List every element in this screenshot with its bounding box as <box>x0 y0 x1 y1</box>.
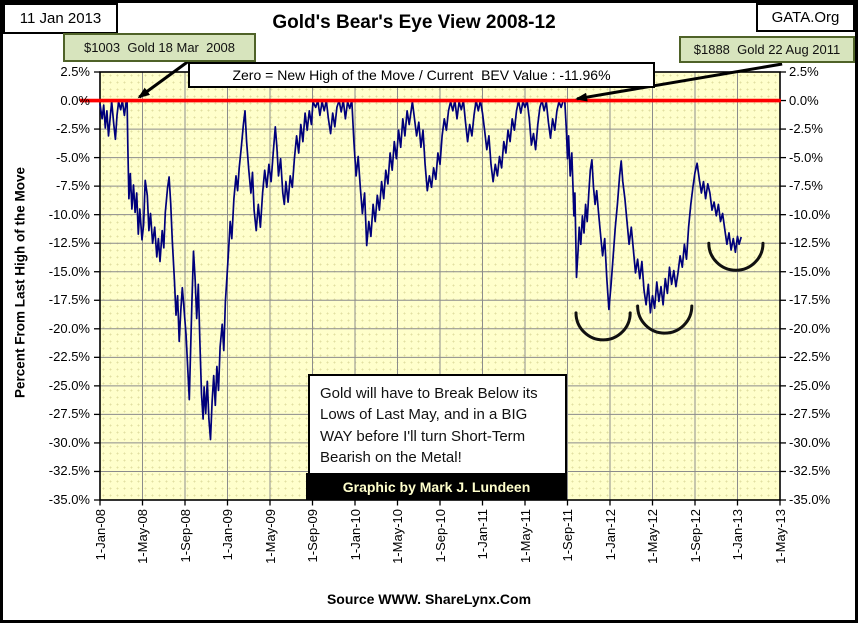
date-label: 11 Jan 2013 <box>19 10 102 27</box>
x-tick-label: 1-Sep-12 <box>687 509 703 563</box>
date-box: 11 Jan 2013 <box>3 3 118 34</box>
axis-labels-layer: 1-Jan-08 1-May-08 1-Sep-08 1-Jan-09 1-May-09… <box>3 3 855 620</box>
y-tick-label-right: -5.0% <box>789 149 823 165</box>
x-tick-label: 1-Jan-09 <box>220 509 235 561</box>
x-tick-label: 1-May-10 <box>390 509 405 564</box>
x-tick-label: 1-Jan-10 <box>347 509 363 561</box>
y-tick-label-right: -17.5% <box>789 292 831 308</box>
callout-high-2011: $1888 Gold 22 Aug 2011 <box>679 36 855 63</box>
x-tick-label: 1-May-08 <box>135 509 150 564</box>
commentary-line: WAY before I'll turn Short-Term <box>320 427 526 445</box>
credit-label: Graphic by Mark J. Lundeen <box>342 478 531 495</box>
commentary-line: Lows of Last May, and in a BIG <box>320 406 528 424</box>
y-tick-label-left: 2.5% <box>60 64 90 79</box>
zero-definition-label: Zero = New High of the Move / Current BE… <box>232 67 611 83</box>
y-tick-label-right: -27.5% <box>789 406 831 422</box>
chart-title: Gold's Bear's Eye View 2008-12 <box>272 12 556 33</box>
y-tick-label-left: -30.0% <box>48 434 90 450</box>
x-tick-label: 1-Jan-08 <box>92 509 108 561</box>
zero-definition-box: Zero = New High of the Move / Current BE… <box>188 62 655 88</box>
y-tick-label-left: -10.0% <box>48 206 90 222</box>
x-tick-label: 1-May-13 <box>772 509 788 564</box>
x-tick-label: 1-Jan-11 <box>475 509 490 560</box>
y-tick-label-right: -15.0% <box>789 263 831 279</box>
x-tick-label: 1-Sep-10 <box>432 509 448 563</box>
y-tick-label-right: -35.0% <box>789 492 831 507</box>
y-tick-label-left: -17.5% <box>48 292 90 308</box>
y-tick-label-right: -25.0% <box>789 377 831 393</box>
y-tick-label-right: -22.5% <box>789 349 831 365</box>
org-label: GATA.Org <box>771 9 840 26</box>
y-tick-label-left: -22.5% <box>48 349 90 365</box>
y-tick-label-left: -7.5% <box>56 178 90 194</box>
y-tick-label-right: -2.5% <box>789 121 823 137</box>
y-tick-label-right: -12.5% <box>789 235 831 251</box>
y-tick-label-left: -25.0% <box>48 377 90 393</box>
x-tick-label: 1-May-09 <box>262 509 278 564</box>
y-axis-title: Percent From Last High of the Move <box>12 166 28 399</box>
y-tick-label-left: -15.0% <box>48 263 90 279</box>
commentary-line: Bearish on the Metal! <box>320 448 462 466</box>
callout-high-2008-label: $1003 Gold 18 Mar 2008 <box>83 40 236 55</box>
y-tick-label-left: -32.5% <box>48 463 90 479</box>
y-tick-label-right: 0.0% <box>789 92 819 108</box>
y-tick-label-right: -32.5% <box>789 463 831 479</box>
y-tick-label-right: -7.5% <box>789 178 823 194</box>
y-tick-label-left: -20.0% <box>48 320 90 336</box>
commentary-line: Gold will have to Break Below its <box>320 385 538 402</box>
org-box: GATA.Org <box>756 3 855 32</box>
y-tick-label-right: -30.0% <box>789 434 831 450</box>
y-tick-label-right: 2.5% <box>789 64 819 79</box>
x-tick-label: 1-May-11 <box>517 509 533 563</box>
x-tick-label: 1-Sep-09 <box>305 509 320 563</box>
x-tick-label: 1-May-12 <box>645 509 660 564</box>
commentary-box: Gold will have to Break Below its Lows o… <box>308 374 567 480</box>
callout-high-2011-label: $1888 Gold 22 Aug 2011 <box>693 42 841 57</box>
y-tick-label-left: -35.0% <box>48 492 90 507</box>
y-tick-label-left: -12.5% <box>48 235 90 251</box>
callout-high-2008: $1003 Gold 18 Mar 2008 <box>63 33 256 62</box>
y-tick-label-left: -5.0% <box>56 149 90 165</box>
y-tick-label-left: 0.0% <box>60 92 90 108</box>
y-tick-label-left: -27.5% <box>48 406 90 422</box>
x-tick-label: 1-Jan-12 <box>602 509 618 561</box>
source-label: Source WWW. ShareLynx.Com <box>326 591 532 607</box>
x-tick-label: 1-Jan-13 <box>730 509 745 561</box>
x-tick-label: 1-Sep-11 <box>560 509 575 562</box>
x-tick-label: 1-Sep-08 <box>177 509 193 563</box>
y-tick-label-right: -20.0% <box>789 320 831 336</box>
y-tick-label-left: -2.5% <box>56 121 90 137</box>
y-tick-label-right: -10.0% <box>789 206 831 222</box>
credit-box: Graphic by Mark J. Lundeen <box>306 473 567 500</box>
